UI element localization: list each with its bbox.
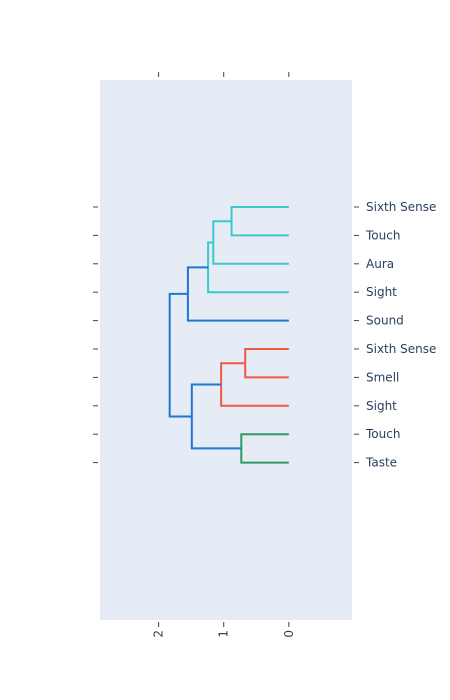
dendrogram-link [186,266,289,322]
x-tick-label: 0 [282,630,296,638]
dendrogram-links [168,206,289,464]
dendrogram-link [190,383,242,450]
x-tick-label: 2 [152,630,166,638]
leaf-label: Sight [366,399,397,413]
top-axis-ticks [158,72,290,77]
leaf-label: Sound [366,314,404,328]
left-axis-ticks [93,206,98,464]
leaf-label: Taste [365,456,397,470]
leaf-label: Touch [365,427,400,441]
leaf-label: Sixth Sense [366,342,436,356]
leaf-label: Aura [366,257,394,271]
leaf-label: Sight [366,285,397,299]
dendrogram-link [168,292,192,418]
dendrogram-link [230,206,289,237]
leaf-labels: Sixth Sense Touch Aura Sight Sound Sixth Sens… [354,200,436,470]
leaf-label: Smell [366,370,399,384]
leaf-label: Touch [365,228,400,242]
x-tick-label: 1 [217,630,231,638]
leaf-label: Sixth Sense [366,200,436,214]
plot-background [100,80,352,620]
bottom-axis: 2 1 0 [152,622,296,638]
